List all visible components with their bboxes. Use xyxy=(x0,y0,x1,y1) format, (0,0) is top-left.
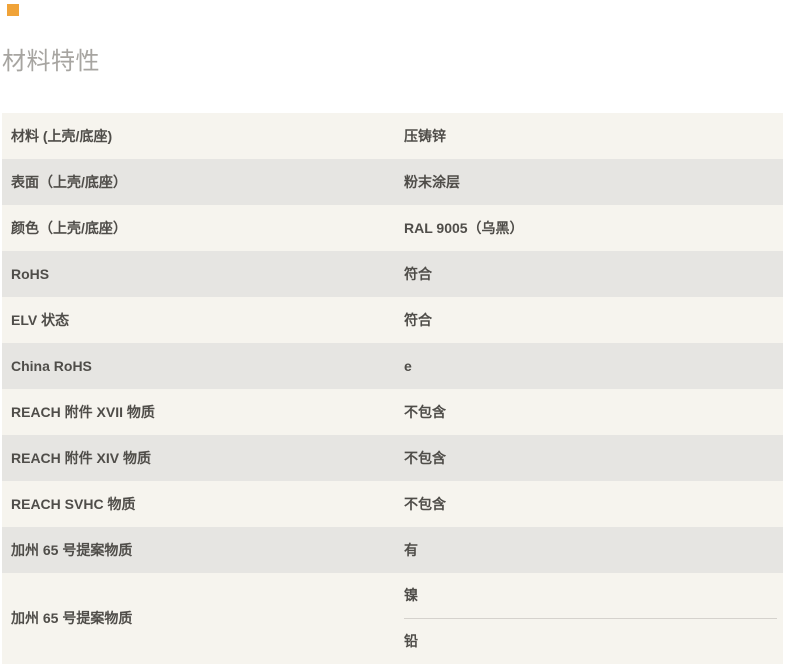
property-value: e xyxy=(404,357,412,374)
page-title: 材料特性 xyxy=(2,48,100,75)
property-value: 粉末涂层 xyxy=(404,173,460,190)
property-value: 符合 xyxy=(404,265,432,282)
property-label: 材料 (上壳/底座) xyxy=(11,127,113,144)
property-sub-value: 铅 xyxy=(404,633,418,650)
property-value: 不包含 xyxy=(404,403,446,420)
property-value: 压铸锌 xyxy=(404,127,446,144)
property-label: ELV 状态 xyxy=(11,311,70,328)
property-label: China RoHS xyxy=(11,357,92,374)
table-row: 加州 65 号提案物质 镍铅 xyxy=(2,573,783,664)
table-row: 颜色（上壳/底座） RAL 9005（乌黑） xyxy=(2,205,783,251)
property-value: 符合 xyxy=(404,311,432,328)
table-row: 加州 65 号提案物质 有 xyxy=(2,527,783,573)
property-value: 不包含 xyxy=(404,449,446,466)
property-label: 加州 65 号提案物质 xyxy=(11,541,133,558)
property-label: 加州 65 号提案物质 xyxy=(11,610,133,627)
table-row: REACH 附件 XIV 物质 不包含 xyxy=(2,435,783,481)
property-sub-value: 镍 xyxy=(404,573,777,619)
material-properties-table: 材料 (上壳/底座) 压铸锌 表面（上壳/底座） 粉末涂层 颜色（上壳/底座） … xyxy=(2,113,783,664)
table-row: RoHS 符合 xyxy=(2,251,783,297)
table-row: 表面（上壳/底座） 粉末涂层 xyxy=(2,159,783,205)
property-label: 表面（上壳/底座） xyxy=(11,173,127,190)
property-value: RAL 9005（乌黑） xyxy=(404,219,524,236)
table-row: China RoHS e xyxy=(2,343,783,389)
property-label: REACH SVHC 物质 xyxy=(11,495,136,512)
table-row: 材料 (上壳/底座) 压铸锌 xyxy=(2,113,783,159)
property-label: RoHS xyxy=(11,265,50,282)
accent-square xyxy=(7,4,19,16)
property-label: REACH 附件 XIV 物质 xyxy=(11,449,152,466)
property-value: 镍铅 xyxy=(394,573,783,664)
property-label: REACH 附件 XVII 物质 xyxy=(11,403,155,420)
property-value: 不包含 xyxy=(404,495,446,512)
property-label: 颜色（上壳/底座） xyxy=(11,219,127,236)
table-row: ELV 状态 符合 xyxy=(2,297,783,343)
table-row: REACH 附件 XVII 物质 不包含 xyxy=(2,389,783,435)
table-row: REACH SVHC 物质 不包含 xyxy=(2,481,783,527)
property-value: 有 xyxy=(404,541,418,558)
